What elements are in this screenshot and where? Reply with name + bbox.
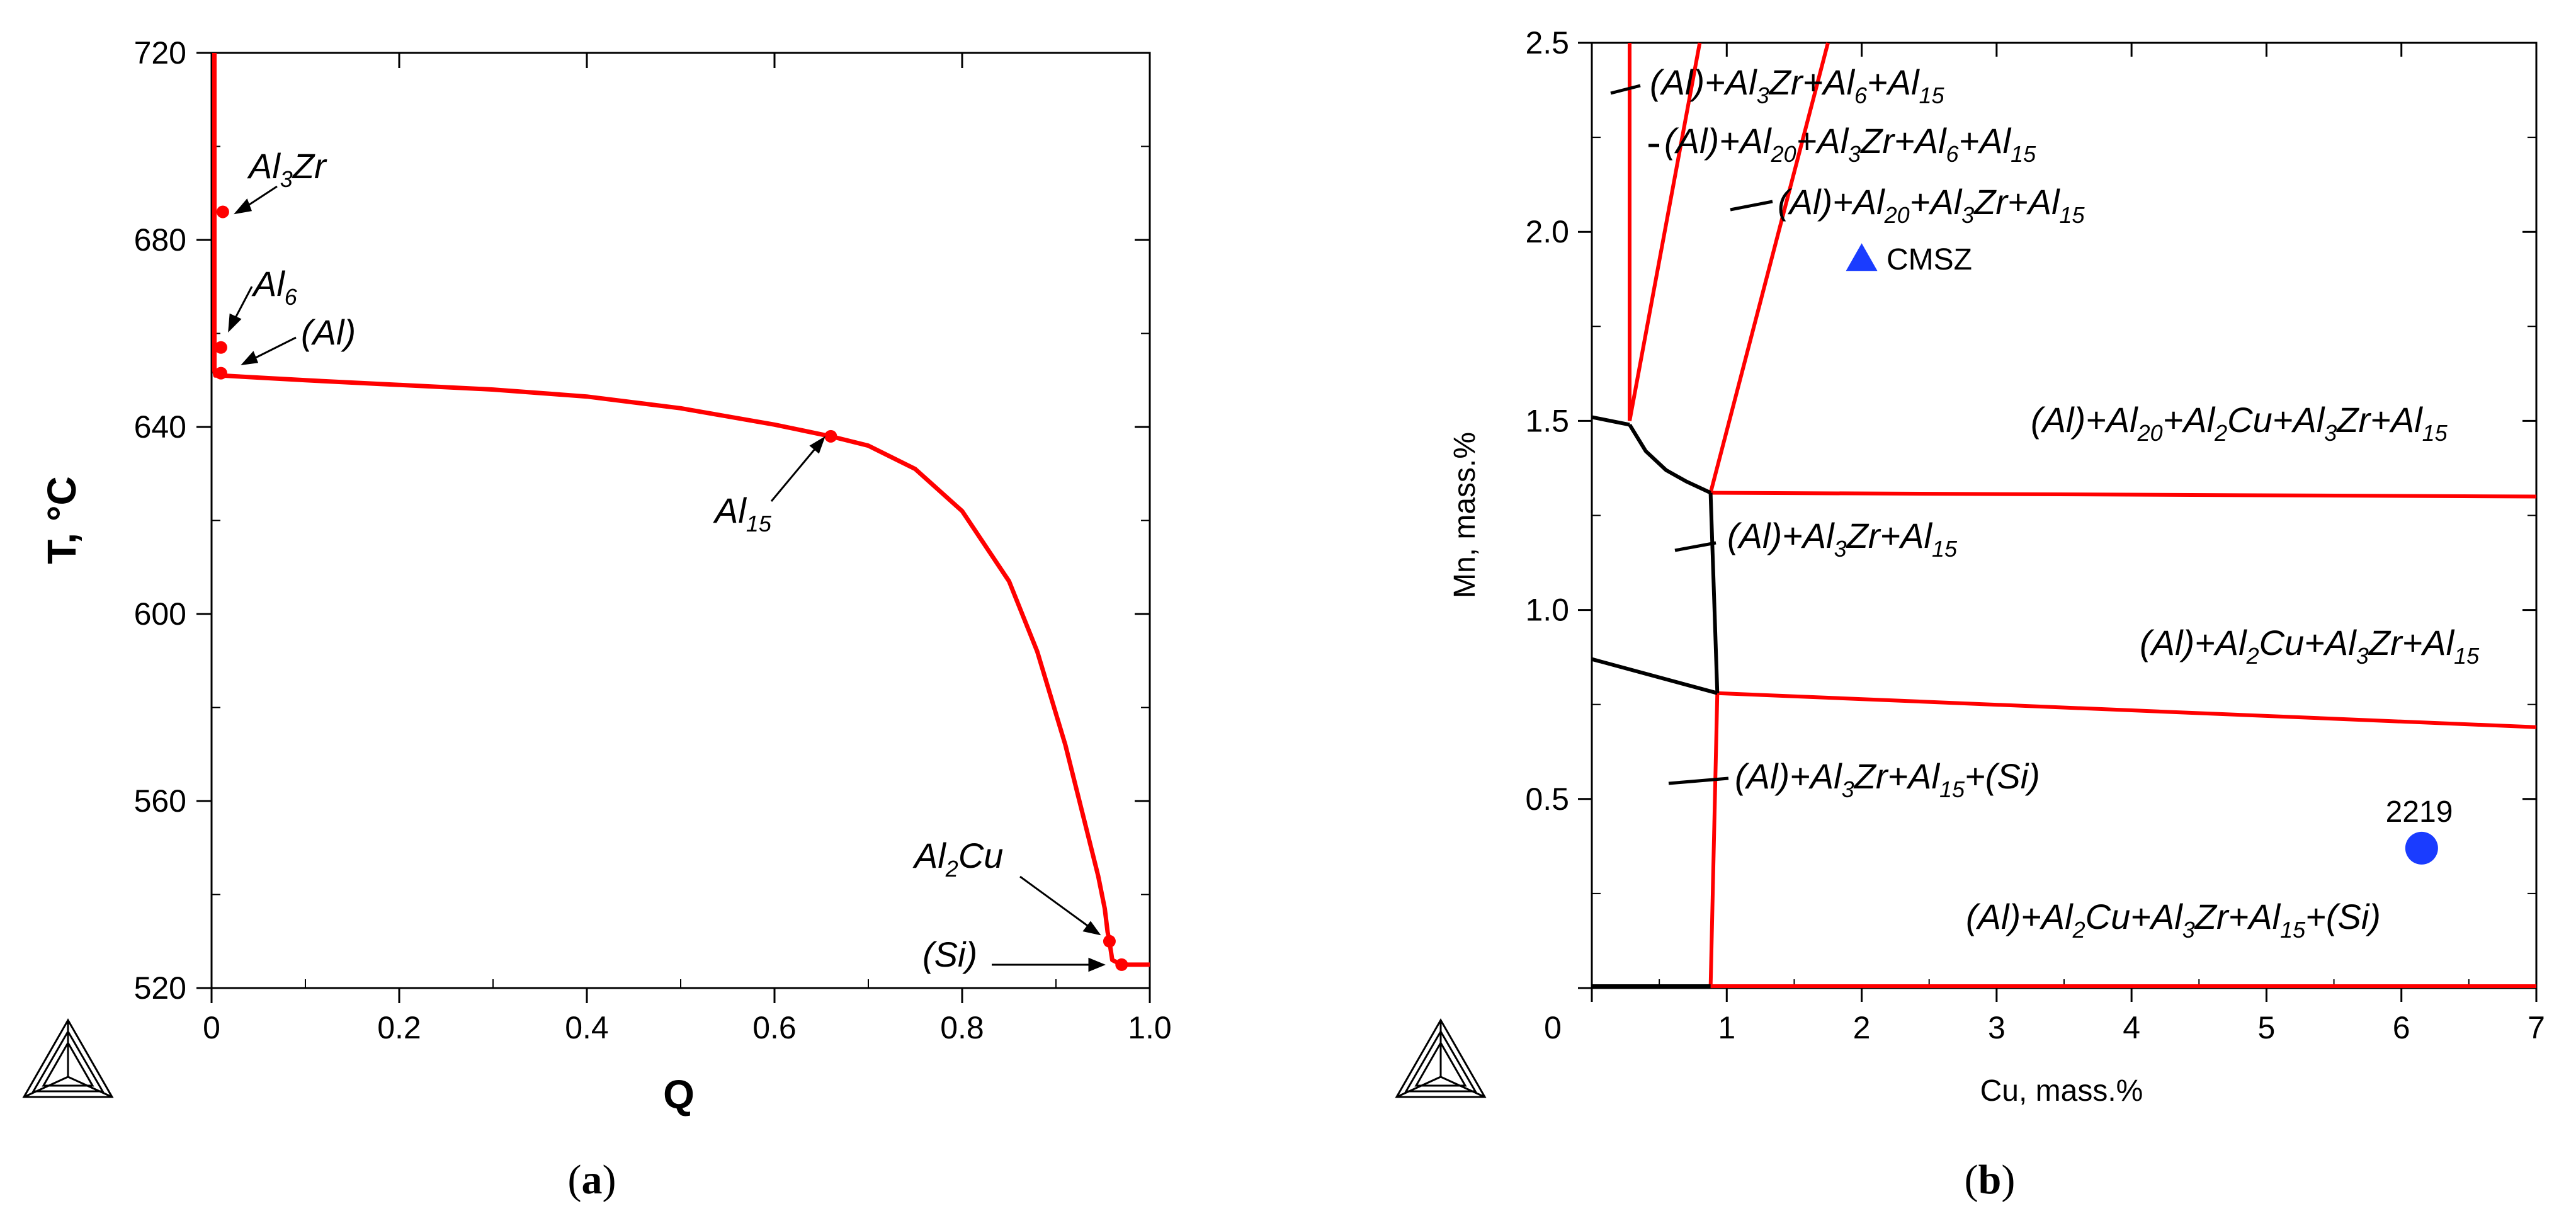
marker-triangle-cmsz (1846, 243, 1878, 271)
y-tick-label: 560 (134, 783, 186, 819)
region-label-2: (Al)+Al20+Al3Zr+Al6+Al15 (1664, 121, 2036, 167)
phase-point (214, 367, 227, 380)
x-tick-label: 1 (1718, 1010, 1735, 1045)
label-al-solid-solution: (Al) (301, 312, 356, 352)
phase-boundary-line (1708, 42, 1830, 494)
x-tick-label: 0.6 (752, 1010, 797, 1045)
panel-a-points (214, 205, 1128, 971)
panel-a-plot-frame (210, 52, 1151, 989)
panel-b-chart: 0 1 2 3 4 5 6 7 0.5 1.0 1.5 2.0 2.5 (Al)+Al3Zr+Al6+A… (1448, 25, 2545, 1203)
panel-b-x-axis-title: Cu, mass.% (1980, 1074, 2143, 1108)
phase-boundary-line (1708, 693, 1720, 989)
region-label-8: (Al)+Al2Cu+Al3Zr+Al15+(Si) (1966, 897, 2381, 943)
x-tick-label: 6 (2393, 1010, 2410, 1045)
phase-point (1103, 935, 1116, 948)
x-tick-label: 0.2 (377, 1010, 421, 1045)
panel-a-caption: (a) (568, 1157, 616, 1203)
phase-point (214, 341, 227, 354)
label-si: (Si) (922, 935, 977, 974)
panel-b-markers (1846, 243, 2438, 865)
label-al6: Al6 (251, 264, 298, 310)
panel-a-tick-labels: 0 0.2 0.4 0.6 0.8 1.0 520 560 600 640 680 720 (134, 35, 1172, 1045)
x-tick-label: 0.4 (565, 1010, 609, 1045)
x-tick-label: 0 (1544, 1010, 1562, 1045)
marker-label-2219: 2219 (2386, 795, 2453, 829)
x-tick-label: 3 (1988, 1010, 2006, 1045)
panel-b-caption: (b) (1965, 1157, 2016, 1203)
x-tick-label: 0.8 (940, 1010, 984, 1045)
y-tick-label: 0.5 (1525, 781, 1569, 817)
panel-b-label-leaders (1610, 84, 1773, 785)
x-tick-label: 0 (203, 1010, 220, 1045)
x-tick-label: 1.0 (1128, 1010, 1172, 1045)
x-tick-label: 2 (1853, 1010, 1871, 1045)
y-tick-label: 680 (134, 222, 186, 258)
phase-boundary-line (1710, 491, 2537, 499)
y-tick-label: 640 (134, 409, 186, 445)
phase-boundary-line (1591, 657, 1718, 695)
label-al15: Al15 (713, 491, 772, 537)
thermo-calc-logo-icon (1395, 1018, 1487, 1098)
phase-boundary-line (1717, 691, 2537, 729)
region-label-3: (Al)+Al20+Al3Zr+Al15 (1778, 182, 2085, 228)
phase-boundary-line (1628, 42, 1702, 421)
panel-b-tick-labels: 0 1 2 3 4 5 6 7 0.5 1.0 1.5 2.0 2.5 (1525, 25, 2545, 1045)
region-label-5: (Al)+Al3Zr+Al15 (1727, 516, 1958, 562)
panel-a-chart: 0 0.2 0.4 0.6 0.8 1.0 520 560 600 640 680 720 Al3Zr… (39, 35, 1172, 1203)
region-label-1: (Al)+Al3Zr+Al6+Al15 (1650, 62, 1945, 108)
x-tick-label: 7 (2528, 1010, 2545, 1045)
x-tick-label: 5 (2258, 1010, 2276, 1045)
panel-a-ticks (196, 52, 1151, 1003)
phase-point (824, 429, 837, 443)
marker-circle-2219 (2405, 831, 2438, 865)
y-tick-label: 720 (134, 35, 186, 71)
y-tick-label: 1.5 (1525, 403, 1569, 438)
x-tick-label: 4 (2123, 1010, 2140, 1045)
y-tick-label: 520 (134, 970, 186, 1006)
panel-a-annotation-arrows (228, 185, 1106, 972)
marker-label-cmsz: CMSZ (1887, 243, 1972, 276)
phase-boundary-line (1708, 492, 1720, 693)
phase-point (1115, 958, 1128, 971)
y-tick-label: 600 (134, 596, 186, 632)
y-tick-label: 2.5 (1525, 25, 1569, 60)
y-tick-label: 1.0 (1525, 593, 1569, 628)
label-al2cu: Al2Cu (912, 836, 1003, 882)
panel-b-ticks (1578, 42, 2538, 1002)
thermo-calc-logo-icon (22, 1018, 114, 1098)
label-al3zr: Al3Zr (247, 146, 327, 192)
y-tick-label: 2.0 (1525, 214, 1569, 249)
panel-a-x-axis-title: Q (663, 1072, 695, 1117)
panel-b-y-axis-title: Mn, mass.% (1448, 432, 1482, 598)
panel-a-y-axis-title: T, °C (39, 476, 84, 564)
panel-a-series (212, 53, 1150, 967)
panel-b-phase-boundaries (1591, 42, 2537, 989)
series-line (212, 53, 1150, 967)
region-label-4: (Al)+Al20+Al2Cu+Al3Zr+Al15 (2031, 400, 2448, 446)
region-label-7: (Al)+Al3Zr+Al15+(Si) (1735, 756, 2040, 802)
phase-point (216, 205, 229, 219)
phase-boundary-line (1628, 423, 1711, 495)
region-label-6: (Al)+Al2Cu+Al3Zr+Al15 (2140, 623, 2480, 669)
phase-boundary-line (1591, 415, 1630, 427)
